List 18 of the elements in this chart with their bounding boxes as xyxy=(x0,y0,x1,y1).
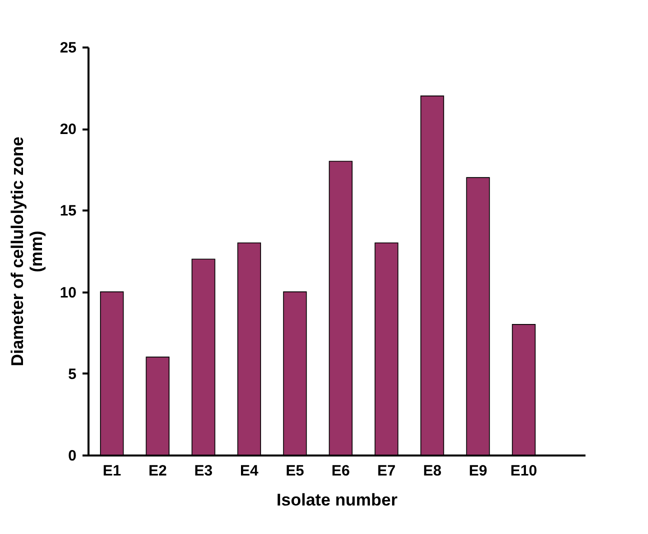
x-tick-label: E3 xyxy=(194,462,213,480)
x-tick-label: E5 xyxy=(286,462,304,480)
x-tick-label: E2 xyxy=(148,462,167,480)
y-tick-label: 25 xyxy=(60,40,76,56)
x-tick-label: E9 xyxy=(468,462,488,480)
x-tick-label: E1 xyxy=(102,462,122,480)
y-tick-label: 5 xyxy=(68,366,76,383)
x-tick-label: E4 xyxy=(240,462,260,480)
x-tick-label: E7 xyxy=(377,462,396,480)
y-axis-title: Diameter of cellulolytic zone (mm) xyxy=(8,136,46,366)
y-tick-label: 10 xyxy=(60,284,76,302)
y-tick-label: 0 xyxy=(68,448,76,464)
y-tick-label: 15 xyxy=(60,202,76,220)
y-tick-label: 20 xyxy=(60,121,76,138)
x-tick-label: E8 xyxy=(423,462,442,480)
x-tick-label: E10 xyxy=(510,462,538,480)
x-tick-label: E6 xyxy=(332,462,350,480)
x-axis-title: Isolate number xyxy=(276,490,398,510)
